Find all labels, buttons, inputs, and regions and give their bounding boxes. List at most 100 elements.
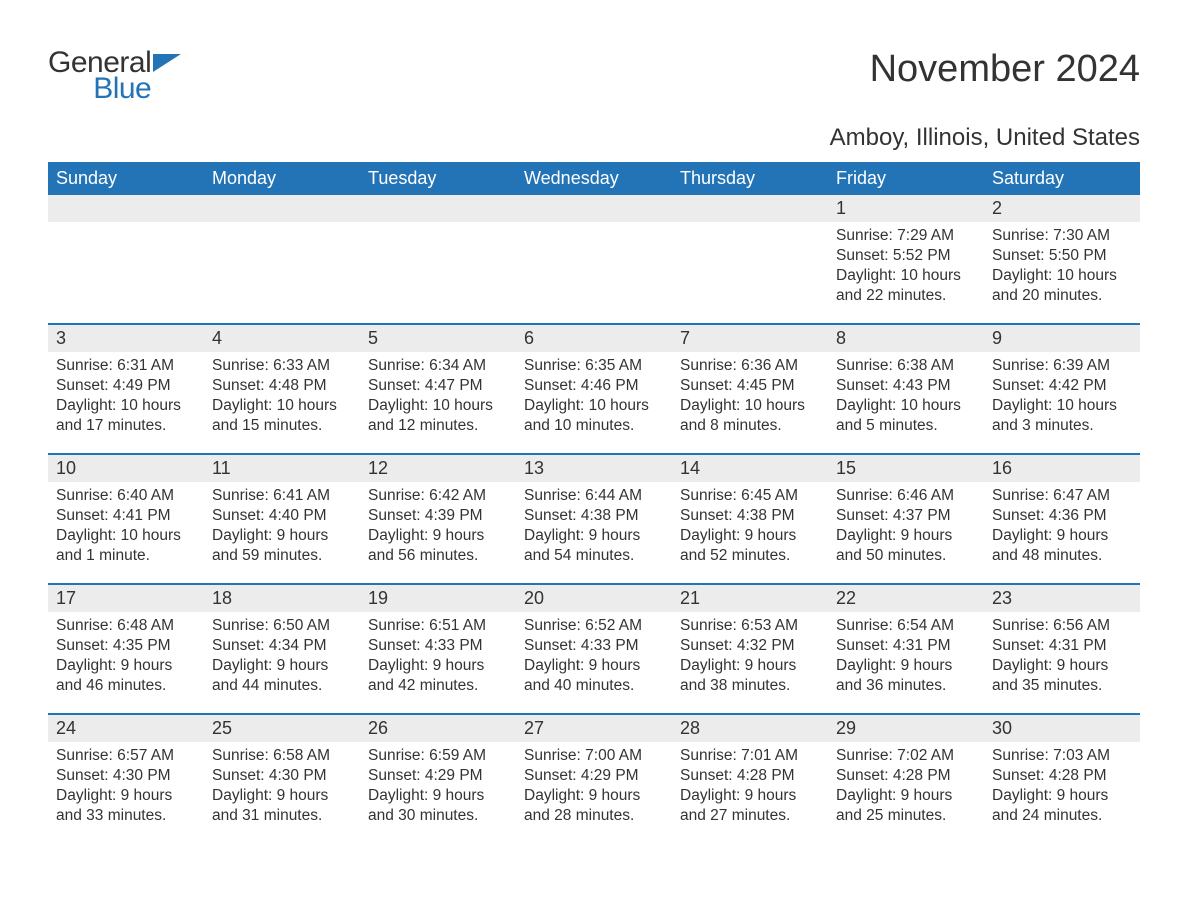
daylight-line-2: and 31 minutes. [212, 806, 352, 826]
day-number: 19 [360, 585, 516, 612]
day-cell: 4Sunrise: 6:33 AMSunset: 4:48 PMDaylight… [204, 325, 360, 453]
month-title: November 2024 [870, 48, 1140, 91]
daylight-line-1: Daylight: 9 hours [836, 526, 976, 546]
sunset-line: Sunset: 4:49 PM [56, 376, 196, 396]
day-number [516, 195, 672, 222]
day-number: 26 [360, 715, 516, 742]
day-info: Sunrise: 7:02 AMSunset: 4:28 PMDaylight:… [828, 742, 984, 827]
sunrise-line: Sunrise: 6:31 AM [56, 356, 196, 376]
day-cell: 22Sunrise: 6:54 AMSunset: 4:31 PMDayligh… [828, 585, 984, 713]
sunset-line: Sunset: 4:42 PM [992, 376, 1132, 396]
day-cell: 16Sunrise: 6:47 AMSunset: 4:36 PMDayligh… [984, 455, 1140, 583]
sunset-line: Sunset: 4:35 PM [56, 636, 196, 656]
day-info: Sunrise: 6:36 AMSunset: 4:45 PMDaylight:… [672, 352, 828, 437]
sunrise-line: Sunrise: 7:30 AM [992, 226, 1132, 246]
sunrise-line: Sunrise: 6:56 AM [992, 616, 1132, 636]
daylight-line-2: and 48 minutes. [992, 546, 1132, 566]
daylight-line-2: and 35 minutes. [992, 676, 1132, 696]
daylight-line-2: and 15 minutes. [212, 416, 352, 436]
day-number: 7 [672, 325, 828, 352]
day-cell: 11Sunrise: 6:41 AMSunset: 4:40 PMDayligh… [204, 455, 360, 583]
daylight-line-2: and 40 minutes. [524, 676, 664, 696]
day-number: 5 [360, 325, 516, 352]
sunrise-line: Sunrise: 7:02 AM [836, 746, 976, 766]
sunrise-line: Sunrise: 6:38 AM [836, 356, 976, 376]
daylight-line-2: and 56 minutes. [368, 546, 508, 566]
daylight-line-2: and 3 minutes. [992, 416, 1132, 436]
sunset-line: Sunset: 4:32 PM [680, 636, 820, 656]
daylight-line-2: and 24 minutes. [992, 806, 1132, 826]
daylight-line-2: and 17 minutes. [56, 416, 196, 436]
day-info: Sunrise: 7:00 AMSunset: 4:29 PMDaylight:… [516, 742, 672, 827]
day-number: 1 [828, 195, 984, 222]
day-info: Sunrise: 7:03 AMSunset: 4:28 PMDaylight:… [984, 742, 1140, 827]
daylight-line-2: and 54 minutes. [524, 546, 664, 566]
day-info: Sunrise: 6:35 AMSunset: 4:46 PMDaylight:… [516, 352, 672, 437]
sunset-line: Sunset: 4:30 PM [212, 766, 352, 786]
daylight-line-1: Daylight: 10 hours [836, 396, 976, 416]
daylight-line-2: and 36 minutes. [836, 676, 976, 696]
day-info: Sunrise: 6:42 AMSunset: 4:39 PMDaylight:… [360, 482, 516, 567]
day-cell: 18Sunrise: 6:50 AMSunset: 4:34 PMDayligh… [204, 585, 360, 713]
daylight-line-1: Daylight: 10 hours [368, 396, 508, 416]
day-cell: 23Sunrise: 6:56 AMSunset: 4:31 PMDayligh… [984, 585, 1140, 713]
sunset-line: Sunset: 4:30 PM [56, 766, 196, 786]
sunset-line: Sunset: 4:48 PM [212, 376, 352, 396]
sunset-line: Sunset: 4:38 PM [680, 506, 820, 526]
day-number: 21 [672, 585, 828, 612]
daylight-line-1: Daylight: 9 hours [212, 786, 352, 806]
day-info: Sunrise: 6:53 AMSunset: 4:32 PMDaylight:… [672, 612, 828, 697]
sunset-line: Sunset: 4:37 PM [836, 506, 976, 526]
day-number [672, 195, 828, 222]
day-info: Sunrise: 7:01 AMSunset: 4:28 PMDaylight:… [672, 742, 828, 827]
sunrise-line: Sunrise: 6:40 AM [56, 486, 196, 506]
day-number [204, 195, 360, 222]
sunrise-line: Sunrise: 6:34 AM [368, 356, 508, 376]
sunset-line: Sunset: 4:38 PM [524, 506, 664, 526]
day-number: 3 [48, 325, 204, 352]
page-header: General Blue November 2024 [48, 48, 1140, 104]
sunrise-line: Sunrise: 6:36 AM [680, 356, 820, 376]
sunrise-line: Sunrise: 6:57 AM [56, 746, 196, 766]
daylight-line-2: and 5 minutes. [836, 416, 976, 436]
week-row: 24Sunrise: 6:57 AMSunset: 4:30 PMDayligh… [48, 713, 1140, 843]
daylight-line-1: Daylight: 10 hours [212, 396, 352, 416]
sunrise-line: Sunrise: 6:54 AM [836, 616, 976, 636]
sunrise-line: Sunrise: 6:50 AM [212, 616, 352, 636]
day-info: Sunrise: 6:54 AMSunset: 4:31 PMDaylight:… [828, 612, 984, 697]
sunset-line: Sunset: 4:28 PM [992, 766, 1132, 786]
dow-header-row: Sunday Monday Tuesday Wednesday Thursday… [48, 162, 1140, 195]
sunset-line: Sunset: 4:31 PM [992, 636, 1132, 656]
day-cell: 28Sunrise: 7:01 AMSunset: 4:28 PMDayligh… [672, 715, 828, 843]
daylight-line-2: and 27 minutes. [680, 806, 820, 826]
week-row: 3 Sunrise: 6:31 AMSunset: 4:49 PM Daylight… [48, 323, 1140, 453]
day-number: 25 [204, 715, 360, 742]
sunset-line: Sunset: 4:33 PM [368, 636, 508, 656]
sunrise-line: Sunrise: 6:47 AM [992, 486, 1132, 506]
day-info: Sunrise: 6:56 AMSunset: 4:31 PMDaylight:… [984, 612, 1140, 697]
day-info: Sunrise: 6:44 AMSunset: 4:38 PMDaylight:… [516, 482, 672, 567]
day-info: Sunrise: 7:29 AMSunset: 5:52 PMDaylight:… [828, 222, 984, 307]
sunset-line: Sunset: 4:40 PM [212, 506, 352, 526]
day-cell: 30Sunrise: 7:03 AMSunset: 4:28 PMDayligh… [984, 715, 1140, 843]
daylight-line-1: Daylight: 9 hours [368, 526, 508, 546]
daylight-line-1: Daylight: 9 hours [524, 526, 664, 546]
sunrise-line: Sunrise: 6:39 AM [992, 356, 1132, 376]
daylight-line-1: Daylight: 9 hours [368, 656, 508, 676]
sunrise-line: Sunrise: 6:46 AM [836, 486, 976, 506]
dow-sunday: Sunday [48, 162, 204, 195]
daylight-line-1: Daylight: 9 hours [836, 786, 976, 806]
daylight-line-2: and 20 minutes. [992, 286, 1132, 306]
day-number: 23 [984, 585, 1140, 612]
sunrise-line: Sunrise: 6:52 AM [524, 616, 664, 636]
daylight-line-2: and 25 minutes. [836, 806, 976, 826]
daylight-line-1: Daylight: 10 hours [836, 266, 976, 286]
daylight-line-1: Daylight: 10 hours [992, 266, 1132, 286]
daylight-line-1: Daylight: 10 hours [992, 396, 1132, 416]
daylight-line-2: and 50 minutes. [836, 546, 976, 566]
day-cell: 10Sunrise: 6:40 AMSunset: 4:41 PMDayligh… [48, 455, 204, 583]
day-number: 24 [48, 715, 204, 742]
day-number: 12 [360, 455, 516, 482]
day-number: 30 [984, 715, 1140, 742]
sunrise-line: Sunrise: 6:42 AM [368, 486, 508, 506]
